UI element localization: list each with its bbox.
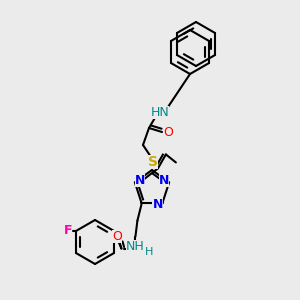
Text: N: N <box>135 174 145 187</box>
Text: NH: NH <box>126 240 145 253</box>
Text: O: O <box>163 125 173 139</box>
Text: F: F <box>64 224 72 238</box>
Text: N: N <box>152 198 163 211</box>
Text: N: N <box>159 174 169 187</box>
Text: S: S <box>148 155 158 169</box>
Text: O: O <box>112 230 122 243</box>
Text: HN: HN <box>151 106 169 118</box>
Text: H: H <box>144 247 153 256</box>
